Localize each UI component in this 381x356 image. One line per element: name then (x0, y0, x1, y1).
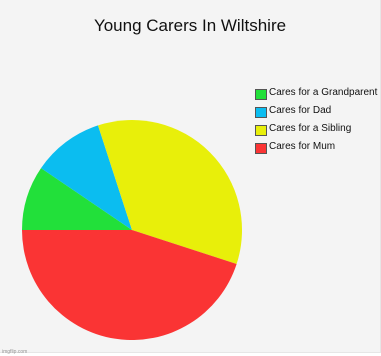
legend-label: Cares for Dad (269, 105, 332, 116)
legend-swatch (255, 89, 267, 100)
legend-swatch (255, 107, 267, 118)
chart-title: Young Carers In Wiltshire (93, 16, 287, 35)
pie-slice-cares-for-dad (41, 125, 132, 230)
pie-slice-cares-for-a-sibling (98, 119, 243, 264)
legend-swatch (255, 125, 267, 136)
legend-label: Cares for Mum (269, 141, 336, 152)
legend-swatch (255, 143, 267, 154)
watermark: imgflip.com (2, 349, 28, 355)
pie-slice-cares-for-mum (21, 230, 237, 341)
pie-slice-cares-for-a-grandparent (22, 168, 132, 230)
legend-label: Cares for a Sibling (269, 123, 352, 134)
legend-label: Cares for a Grandparent (269, 87, 378, 98)
